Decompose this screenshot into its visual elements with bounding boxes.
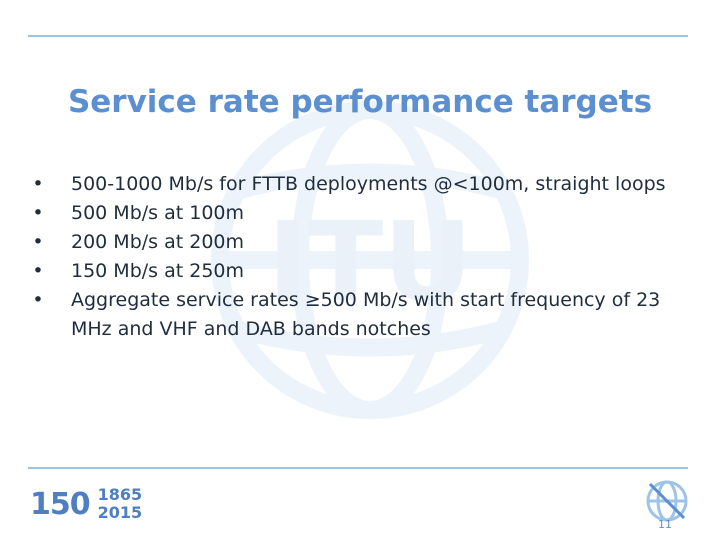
bullet-text: 150 Mb/s at 250m — [71, 260, 245, 282]
bullet-glyph: • — [32, 260, 44, 282]
watermark-text: ITU — [267, 198, 472, 326]
itu-globe-watermark-icon: ITU — [211, 101, 529, 419]
bullet-text: Aggregate service rates ≥500 Mb/s with s… — [71, 289, 661, 340]
itu-logo-icon — [646, 480, 688, 522]
bullet-item: • 200 Mb/s at 200m — [28, 228, 693, 257]
bullet-text: 500 Mb/s at 100m — [71, 202, 245, 224]
bullet-glyph: • — [32, 289, 44, 311]
bullet-item: • 500-1000 Mb/s for FTTB deployments @<10… — [28, 170, 693, 199]
anniversary-number: 150 — [30, 486, 91, 522]
bullet-list: • 500-1000 Mb/s for FTTB deployments @<10… — [28, 170, 693, 344]
bullet-glyph: • — [32, 173, 44, 195]
slide-title: Service rate performance targets — [67, 84, 653, 120]
bullet-item: • 500 Mb/s at 100m — [28, 199, 693, 228]
bullet-item: • Aggregate service rates ≥500 Mb/s with … — [28, 286, 693, 344]
anniversary-start-year: 1865 — [97, 485, 143, 504]
bullet-text: 500-1000 Mb/s for FTTB deployments @<100… — [71, 173, 666, 195]
itu-150-anniversary-logo: 150 1865 2015 — [30, 482, 142, 526]
bullet-item: • 150 Mb/s at 250m — [28, 257, 693, 286]
top-divider — [28, 35, 688, 37]
anniversary-end-year: 2015 — [97, 503, 143, 522]
bullet-glyph: • — [32, 231, 44, 253]
bullet-text: 200 Mb/s at 200m — [71, 231, 245, 253]
page-number: 11 — [658, 518, 672, 531]
bullet-glyph: • — [32, 202, 44, 224]
bottom-divider — [28, 467, 688, 469]
anniversary-years: 1865 2015 — [98, 486, 143, 522]
